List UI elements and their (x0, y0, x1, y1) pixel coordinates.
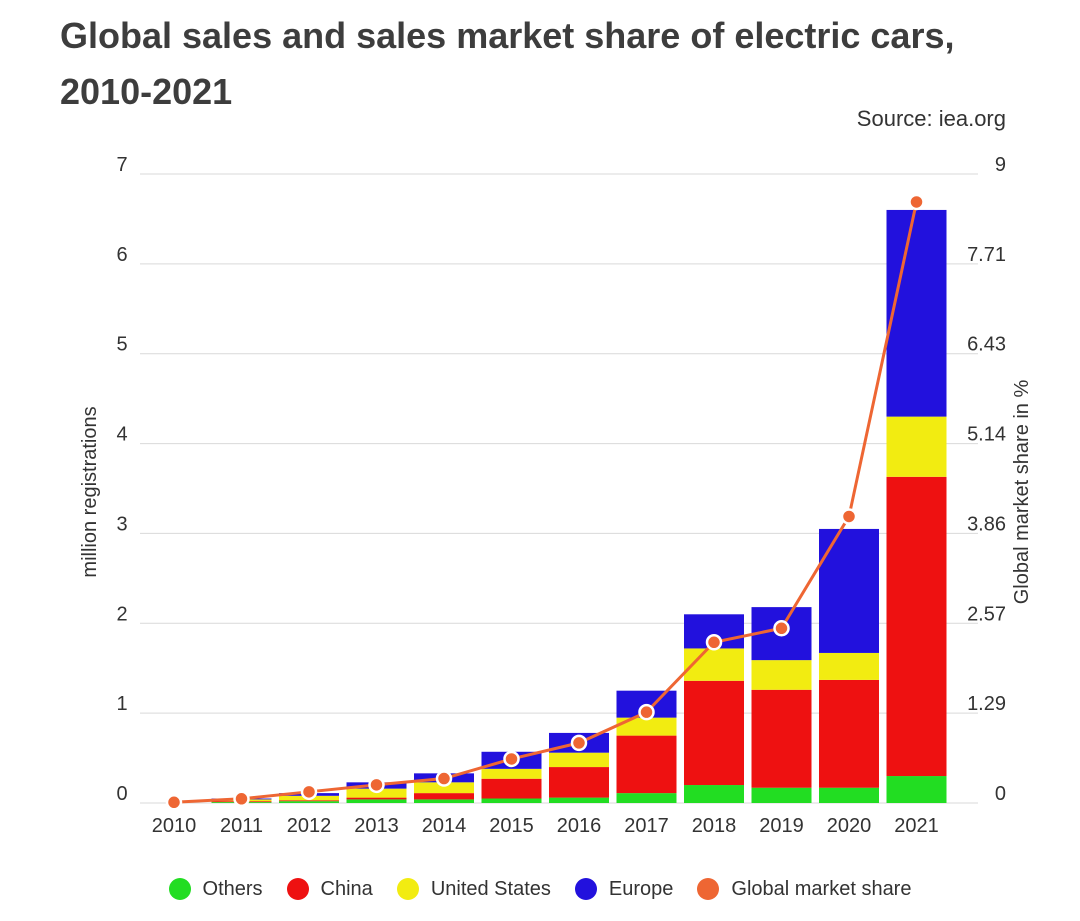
legend-item: China (286, 877, 373, 901)
legend-item: Europe (574, 877, 674, 901)
x-tick-label: 2016 (557, 815, 602, 837)
bar-segment (279, 800, 339, 802)
bar-segment (616, 793, 677, 803)
bar-segment (819, 679, 879, 788)
bar-stacks (211, 209, 947, 803)
left-tick-label: 0 (116, 783, 127, 805)
chart-area: 0 1 2 3 4 5 6 7 0 1.29 2.57 3.86 5.14 6.43 7.71 9 2010… (79, 154, 1033, 837)
left-tick-label: 3 (116, 513, 127, 535)
source-note: Source: iea.org (856, 106, 1006, 131)
left-tick-label: 2 (116, 603, 127, 625)
left-axis-ticks: 0 1 2 3 4 5 6 7 (116, 154, 127, 805)
bar-segment (751, 689, 812, 788)
right-axis-title: Global market share in % (1011, 380, 1033, 605)
right-tick-label: 7.71 (967, 244, 1006, 266)
bar-segment (346, 788, 407, 798)
legend-item: Others (168, 877, 263, 901)
legend-label: Global market share (731, 877, 912, 900)
x-tick-label: 2019 (759, 815, 804, 837)
legend-label: Europe (608, 877, 674, 900)
market-share-point (705, 634, 723, 651)
legend: Others China United States Europe Global mar… (0, 872, 1080, 906)
legend-label: Others (202, 877, 263, 900)
legend-swatch (574, 878, 597, 900)
legend-swatch (396, 878, 419, 900)
market-share-point (368, 776, 385, 794)
market-share-point (773, 620, 790, 637)
right-tick-label: 9 (995, 154, 1006, 176)
bar-segment (886, 209, 947, 417)
right-axis-ticks: 0 1.29 2.57 3.86 5.14 6.43 7.71 9 (967, 154, 1006, 805)
right-tick-label: 3.86 (967, 513, 1006, 535)
bar-segment (684, 680, 744, 786)
legend-label: United States (430, 877, 551, 900)
legend-swatch (697, 878, 720, 900)
x-tick-label: 2010 (152, 815, 197, 837)
right-tick-label: 5.14 (967, 424, 1006, 446)
right-tick-label: 2.57 (967, 603, 1006, 625)
bar-segment (549, 797, 609, 803)
bar-segment (549, 767, 609, 798)
bar-segment (751, 660, 812, 690)
bar-segment (481, 778, 542, 799)
market-share-point (908, 193, 925, 211)
market-share-point (840, 508, 858, 525)
legend-item: Global market share (697, 878, 911, 901)
bar-segment (886, 776, 947, 803)
x-tick-label: 2017 (624, 815, 669, 837)
bar-segment (414, 793, 474, 800)
market-share-point (165, 794, 183, 811)
bar-segment (616, 717, 677, 736)
right-tick-label: 0 (995, 783, 1006, 805)
market-share-point (300, 783, 318, 801)
bar-segment (414, 799, 474, 803)
right-tick-label: 6.43 (967, 334, 1006, 356)
bar-segment (481, 798, 542, 803)
x-tick-label: 2018 (692, 815, 737, 837)
left-tick-label: 5 (116, 334, 127, 356)
bar-segment (279, 801, 339, 803)
bar-segment (346, 797, 407, 800)
x-tick-label: 2013 (354, 815, 399, 837)
bar-segment (549, 752, 609, 768)
bar-segment (819, 528, 879, 653)
market-share-point (638, 703, 655, 721)
market-share-point (570, 734, 588, 752)
chart-title: Global sales and sales market share of e… (60, 15, 955, 112)
left-axis-title: million registrations (79, 406, 101, 577)
bar-segment (414, 782, 474, 794)
bar-segment (684, 785, 744, 803)
x-tick-label: 2021 (894, 815, 939, 837)
x-axis-ticks: 2010 2011 2012 2013 2014 2015 2016 2017 2018 2019… (152, 815, 939, 837)
bar-segment (819, 787, 879, 803)
market-share-point (435, 770, 453, 787)
legend-item: United States (396, 877, 551, 901)
bar-segment (751, 787, 812, 803)
market-share-point (233, 790, 250, 808)
x-tick-label: 2011 (220, 815, 263, 837)
legend-label: China (320, 877, 373, 900)
bar-segment (819, 652, 879, 680)
market-share-line (165, 193, 925, 811)
market-share-polyline (173, 201, 918, 804)
x-tick-label: 2015 (489, 815, 534, 837)
bar-segment (616, 735, 677, 794)
left-tick-label: 7 (116, 154, 127, 176)
left-tick-label: 1 (116, 693, 127, 715)
right-tick-label: 1.29 (967, 693, 1006, 715)
x-tick-label: 2020 (827, 815, 872, 837)
bar-segment (481, 768, 542, 779)
left-tick-label: 6 (116, 244, 127, 266)
x-tick-label: 2012 (287, 815, 332, 837)
left-tick-label: 4 (116, 424, 127, 446)
market-share-point (503, 750, 520, 768)
bar-segment (886, 416, 947, 477)
x-tick-label: 2014 (422, 815, 467, 837)
bar-segment (346, 799, 407, 803)
legend-swatch (168, 878, 191, 900)
bar-segment (886, 476, 947, 777)
legend-swatch (286, 878, 309, 900)
